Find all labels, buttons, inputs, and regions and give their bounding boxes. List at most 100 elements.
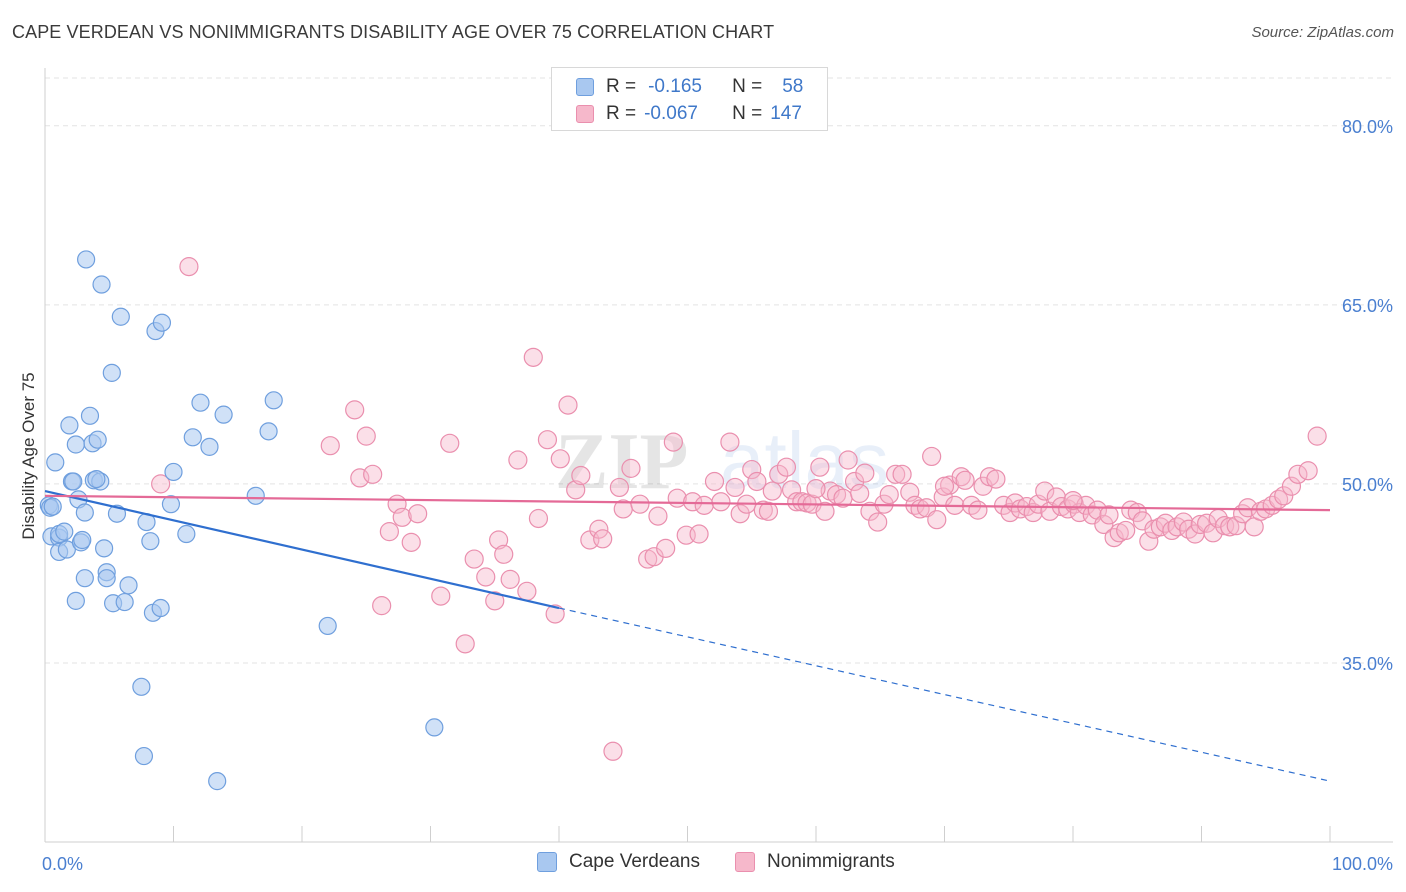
- nonimmigrants-point: [320, 436, 340, 456]
- nonimmigrants-point: [927, 510, 947, 530]
- cape-verdeans-point: [151, 598, 170, 618]
- tick-labels: 35.0% 50.0% 65.0% 80.0% 0.0% 100.0%: [42, 117, 1393, 874]
- chart-title: CAPE VERDEAN VS NONIMMIGRANTS DISABILITY…: [12, 22, 775, 42]
- cape-verdeans-point: [177, 524, 196, 544]
- nonimmigrants-point: [1251, 501, 1271, 521]
- legend-swatch-pink: [735, 852, 755, 872]
- legend-item-cape-verdeans[interactable]: Cape Verdeans: [537, 851, 700, 873]
- nonimmigrants-point: [1274, 486, 1294, 506]
- legend-row-cape-verdeans: R = -0.165 N = 58: [576, 75, 803, 99]
- nonimmigrants-point: [589, 519, 609, 539]
- nonimmigrants-point: [372, 596, 392, 616]
- nonimmigrants-point: [892, 464, 912, 484]
- y-tick-label: 65.0%: [1342, 296, 1393, 316]
- nonimmigrants-point: [762, 481, 782, 501]
- cape-verdeans-point: [92, 275, 111, 294]
- x-tick-label: 100.0%: [1332, 854, 1393, 874]
- nonimmigrants-point: [648, 506, 668, 526]
- nonimmigrants-point: [968, 500, 988, 520]
- nonimmigrants-point: [379, 522, 399, 542]
- nonimmigrants-point: [1220, 517, 1240, 537]
- nonimmigrants-series: [151, 257, 1327, 761]
- nonimmigrants-point: [1094, 514, 1114, 535]
- nonimmigrants-point: [689, 524, 709, 544]
- nonimmigrants-point: [742, 459, 762, 480]
- nonimmigrants-point: [769, 464, 789, 484]
- legend-n-value: 58: [782, 76, 804, 97]
- cape-verdeans-point: [66, 435, 85, 454]
- cape-verdeans-point: [264, 391, 283, 410]
- legend-item-nonimmigrants[interactable]: Nonimmigrants: [735, 851, 895, 873]
- grid-lines: [45, 77, 1393, 664]
- x-tick-label: 0.0%: [42, 854, 83, 874]
- nonimmigrants-point: [720, 432, 740, 452]
- cape-verdeans-point: [200, 437, 219, 456]
- y-tick-label: 35.0%: [1342, 654, 1393, 674]
- nonimmigrants-point: [431, 586, 451, 606]
- legend-n-label: N =: [732, 76, 763, 97]
- cape-verdeans-point: [115, 592, 134, 612]
- nonimmigrants-point: [1000, 502, 1020, 523]
- cape-verdeans-point: [75, 503, 94, 522]
- nonimmigrants-point: [850, 483, 870, 504]
- nonimmigrants-point: [1298, 461, 1318, 481]
- nonimmigrants-point: [401, 532, 421, 552]
- nonimmigrants-point: [725, 477, 745, 498]
- nonimmigrants-point: [1035, 481, 1055, 501]
- nonimmigrants-point: [528, 508, 549, 529]
- nonimmigrants-point: [537, 430, 558, 450]
- cape-verdeans-point: [95, 539, 114, 558]
- legend-n-label: N =: [732, 103, 763, 124]
- cape-verdeans-point: [75, 569, 94, 588]
- cape-verdeans-point: [46, 453, 65, 472]
- nonimmigrants-point: [1203, 523, 1223, 543]
- cape-verdeans-point: [73, 530, 92, 550]
- nonimmigrants-point: [951, 467, 971, 487]
- cape-verdeans-point: [134, 746, 154, 766]
- nonimmigrants-point: [464, 549, 484, 569]
- nonimmigrants-point: [758, 501, 779, 521]
- nonimmigrants-point: [609, 477, 629, 498]
- nonimmigrants-point: [663, 432, 683, 452]
- cape-verdeans-point: [259, 422, 278, 441]
- legend-swatch-pink: [576, 105, 594, 123]
- nonimmigrants-point: [1116, 520, 1136, 541]
- cape-verdeans-point: [246, 486, 265, 505]
- nonimmigrants-point: [558, 395, 578, 415]
- nonimmigrants-point: [1268, 489, 1289, 509]
- nonimmigrants-point: [787, 492, 807, 512]
- nonimmigrants-point: [476, 567, 496, 587]
- legend-r-value: -0.165: [648, 76, 702, 97]
- y-tick-label: 50.0%: [1342, 475, 1393, 495]
- nonimmigrants-point: [886, 464, 906, 484]
- nonimmigrants-point: [485, 591, 505, 611]
- legend-label: Cape Verdeans: [569, 851, 700, 872]
- cape-verdeans-point: [80, 406, 100, 425]
- nonimmigrants-point: [593, 529, 613, 549]
- nonimmigrants-point: [694, 495, 714, 515]
- cape-verdeans-point: [191, 393, 210, 412]
- legend-r-label: R =: [606, 76, 637, 97]
- nonimmigrants-point: [151, 474, 171, 494]
- trend-lines: [44, 489, 1331, 782]
- nonimmigrants-point: [1150, 517, 1170, 537]
- nonimmigrants-point: [500, 569, 520, 589]
- cape-verdeans-point: [88, 430, 107, 449]
- nonimmigrants-point: [955, 470, 975, 490]
- watermark: ZIP atlas: [555, 416, 889, 506]
- cape-verdeans-point: [119, 576, 138, 595]
- nonimmigrants-point: [508, 450, 528, 470]
- nonimmigrants-point: [711, 492, 731, 512]
- cape-verdeans-series: [39, 250, 444, 791]
- cape-verdeans-point: [66, 591, 85, 610]
- nonimmigrants-point: [1288, 464, 1308, 484]
- series-legend: Cape Verdeans Nonimmigrants: [0, 851, 1406, 879]
- cape-verdeans-point: [111, 307, 130, 326]
- nonimmigrants-point: [1307, 426, 1327, 446]
- nonimmigrants-point: [1099, 505, 1119, 525]
- nonimmigrants-point: [566, 480, 586, 500]
- nonimmigrants-point: [356, 426, 376, 446]
- nonimmigrants-point: [621, 458, 641, 478]
- nonimmigrants-point: [776, 457, 797, 477]
